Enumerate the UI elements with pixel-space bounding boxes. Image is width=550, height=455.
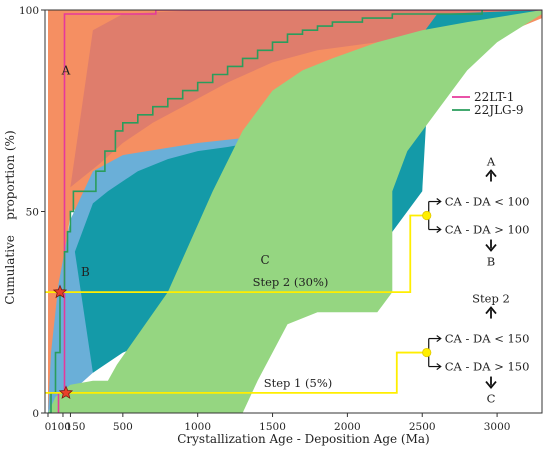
field-overlap-1 <box>70 10 542 188</box>
decision-down-arrow-2-head <box>485 380 497 389</box>
decision-down-target-1: B <box>487 255 495 269</box>
x-tick-label-2500: 2500 <box>409 421 436 433</box>
plot-area <box>48 10 542 413</box>
y-tick-label-50: 50 <box>26 207 39 219</box>
decision-upper-label-2: CA - DA < 150 <box>445 332 530 346</box>
decision-up-target-2: Step 2 <box>472 292 510 306</box>
star-marker-2 <box>58 385 74 399</box>
decision-up-arrow-2-head <box>485 306 497 315</box>
step-label-2: Step 1 (5%) <box>264 376 333 390</box>
step-line-1 <box>45 214 427 293</box>
decision-lower-label-2: CA - DA > 150 <box>445 360 530 374</box>
field-C <box>48 10 542 413</box>
star-marker-1 <box>52 284 68 299</box>
decision-down-arrow-1-head <box>485 243 497 252</box>
step-label-1: Step 2 (30%) <box>253 275 329 289</box>
decision-upper-arrowhead-1 <box>436 198 442 206</box>
decision-down-target-2: C <box>487 392 496 406</box>
decision-upper-label-1: CA - DA < 100 <box>445 195 530 209</box>
decision-node-1 <box>422 210 432 221</box>
x-tick-label-0: 0 <box>45 421 52 433</box>
series-line-22JLG-9 <box>48 10 483 413</box>
x-tick-label-3000: 3000 <box>484 421 511 433</box>
field-label-A: A <box>61 63 71 77</box>
x-tick-label-150: 150 <box>65 421 85 433</box>
field-label-B: B <box>81 265 90 279</box>
decision-node-2 <box>422 347 432 358</box>
y-axis-label: Cumulative proportion (%) <box>3 130 17 304</box>
x-tick-label-1000: 1000 <box>184 421 211 433</box>
x-axis-label: Crystallization Age - Deposition Age (Ma… <box>177 432 430 446</box>
x-tick-label-100: 100 <box>51 421 71 433</box>
decision-up-target-1: A <box>486 155 496 169</box>
x-tick-label-500: 500 <box>113 421 133 433</box>
legend-label-22LT-1: 22LT-1 <box>474 90 514 104</box>
legend-label-22JLG-9: 22JLG-9 <box>474 103 524 117</box>
y-tick-label-100: 100 <box>19 5 39 17</box>
step-line-2 <box>45 351 427 394</box>
field-label-C: C <box>260 253 269 267</box>
decision-upper-arrowhead-2 <box>436 335 442 343</box>
decision-lower-arrowhead-1 <box>436 226 442 234</box>
x-tick-label-1500: 1500 <box>259 421 286 433</box>
decision-lower-label-1: CA - DA > 100 <box>445 223 530 237</box>
x-tick-label-2000: 2000 <box>334 421 361 433</box>
decision-up-arrow-1-head <box>485 169 497 178</box>
decision-lower-arrowhead-2 <box>436 363 442 371</box>
y-tick-label-0: 0 <box>32 408 39 420</box>
